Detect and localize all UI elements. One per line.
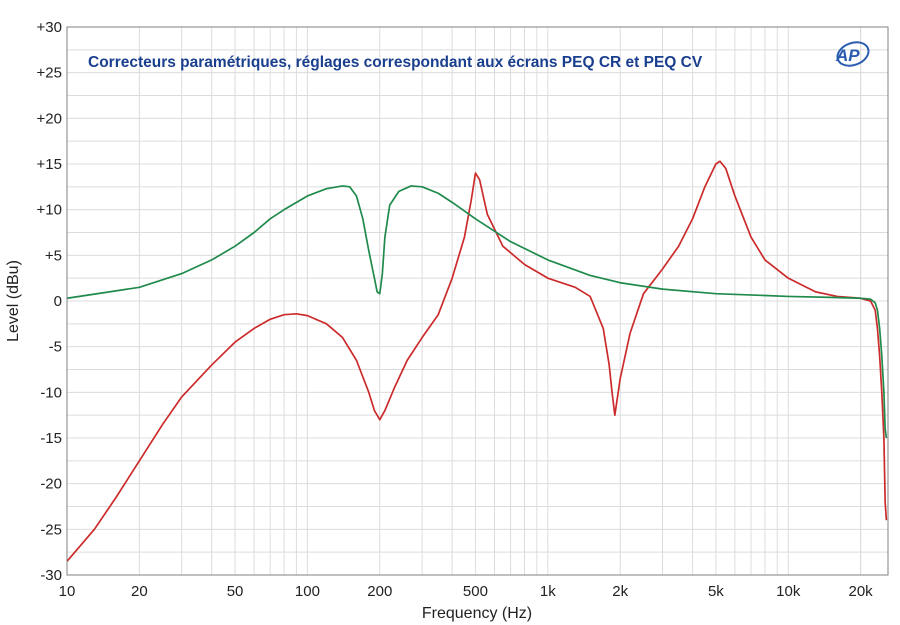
y-tick-label: +25 xyxy=(37,65,62,82)
x-tick-label: 200 xyxy=(367,583,392,600)
y-axis-title: Level (dBu) xyxy=(5,260,22,342)
x-axis-title: Frequency (Hz) xyxy=(422,605,532,622)
x-tick-label: 5k xyxy=(708,583,724,600)
x-tick-label: 2k xyxy=(612,583,628,600)
y-tick-label: -10 xyxy=(40,384,62,401)
x-tick-label: 100 xyxy=(295,583,320,600)
grid-lines xyxy=(66,26,888,576)
x-tick-label: 500 xyxy=(463,583,488,600)
y-tick-label: 0 xyxy=(54,293,62,310)
ap-logo: AP xyxy=(835,41,870,67)
series-line-2 xyxy=(66,185,888,439)
y-tick-label: +30 xyxy=(37,19,62,36)
y-tick-label: +15 xyxy=(37,156,62,173)
y-tick-label: -30 xyxy=(40,567,62,584)
x-tick-label: 1k xyxy=(540,583,556,600)
y-tick-label: +5 xyxy=(45,247,62,264)
y-tick-label: -15 xyxy=(40,430,62,447)
x-tick-label: 50 xyxy=(227,583,244,600)
series-line-1 xyxy=(66,160,888,562)
x-tick-label: 20k xyxy=(849,583,874,600)
y-tick-label: -25 xyxy=(40,521,62,538)
x-tick-label: 10k xyxy=(776,583,801,600)
x-tick-label: 10 xyxy=(59,583,76,600)
chart-title: Correcteurs paramétriques, réglages corr… xyxy=(88,54,703,71)
y-tick-label: -5 xyxy=(49,339,62,356)
y-tick-label: -20 xyxy=(40,476,62,493)
plot-frame xyxy=(66,26,889,576)
series-layer xyxy=(66,160,888,562)
ap-logo-swoosh xyxy=(836,41,870,67)
y-tick-label: +20 xyxy=(37,110,62,127)
y-tick-labels: +30 +25 +20 +15 +10 +5 0 -5 -10 -15 -20 -25 -30 xyxy=(37,19,62,584)
ap-logo-letters: AP xyxy=(835,46,860,65)
y-tick-label: +10 xyxy=(37,202,62,219)
x-tick-labels: 10 20 50 100 200 500 1k 2k 5k 10k 20k xyxy=(59,583,874,600)
x-tick-label: 20 xyxy=(131,583,148,600)
